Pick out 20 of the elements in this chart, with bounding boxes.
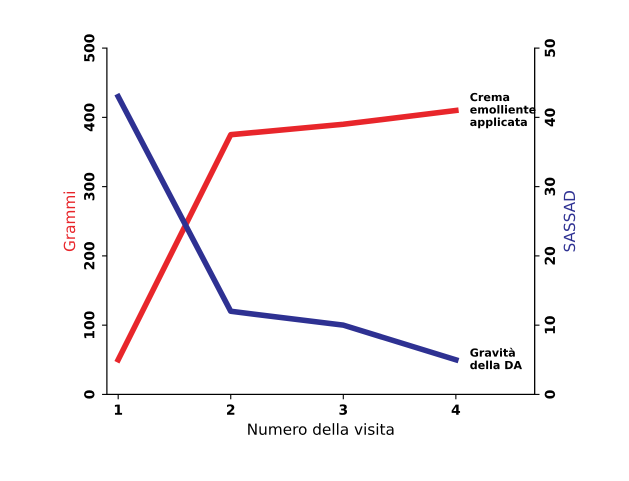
y2-tick-label: 40: [544, 108, 556, 126]
y-tick-label: 0: [84, 390, 95, 399]
y2-axis-title: SASSAD: [564, 190, 576, 252]
y-tick-label: 200: [84, 242, 95, 270]
y2-tick-label: 0: [544, 390, 556, 399]
x-axis-title: Numero della visita: [248, 423, 394, 435]
y-tick-label: 400: [84, 104, 95, 132]
y2-tick-label: 50: [544, 39, 556, 57]
x-tick-label: 2: [227, 404, 234, 415]
x-tick-label: 1: [114, 404, 122, 415]
x-tick-label: 3: [339, 404, 348, 415]
y-tick-label: 300: [84, 172, 95, 200]
y2-tick-label: 20: [544, 246, 556, 264]
series-label: Gravità della DA: [470, 348, 522, 370]
y-axis-title: Grammi: [63, 192, 76, 252]
y-tick-label: 500: [84, 34, 95, 62]
x-tick-label: 4: [452, 404, 460, 415]
y-tick-label: 100: [84, 311, 95, 338]
y2-tick-label: 10: [544, 316, 556, 334]
y2-tick-label: 30: [544, 178, 556, 196]
